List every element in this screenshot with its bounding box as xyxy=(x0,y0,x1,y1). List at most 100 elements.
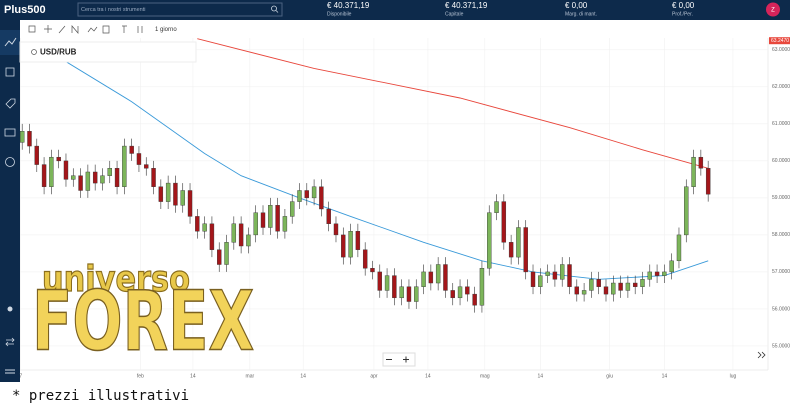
candle-body xyxy=(41,164,47,187)
candle-body xyxy=(304,190,309,199)
candle-body xyxy=(370,268,375,273)
candle-body xyxy=(224,242,229,265)
candle-body xyxy=(114,168,120,187)
stat-label: Capitale xyxy=(445,11,464,17)
tag-icon[interactable] xyxy=(5,98,16,109)
x-tick-label: giu xyxy=(606,373,613,379)
candle-body xyxy=(457,286,463,299)
search-icon xyxy=(275,10,279,13)
candle-body xyxy=(333,223,339,236)
x-tick-label: 14 xyxy=(300,373,306,379)
footnote: * prezzi illustrativi xyxy=(12,388,189,404)
candle-body xyxy=(92,171,98,184)
stat-value: € 40.371,19 xyxy=(327,1,370,10)
candle-body xyxy=(34,145,39,165)
candle-body xyxy=(589,279,594,291)
candle-body xyxy=(377,271,382,291)
instrument-name: USD/RUB xyxy=(40,48,77,57)
y-tick-label: 62.00000 xyxy=(772,84,790,90)
sidebar xyxy=(0,20,20,382)
candle-body xyxy=(567,264,572,287)
candle-body xyxy=(494,201,499,213)
y-tick-label: 60.00000 xyxy=(772,158,790,164)
candle-body xyxy=(698,156,704,169)
avatar-letter[interactable]: Z xyxy=(771,8,775,14)
stat-value: € 0,00 xyxy=(672,1,695,10)
y-tick-label: 63.00000 xyxy=(772,47,790,53)
candle-body xyxy=(654,271,660,276)
avatar[interactable] xyxy=(766,2,780,17)
candle-body xyxy=(574,286,580,295)
candle-body xyxy=(158,186,164,202)
portfolio-icon[interactable] xyxy=(4,128,16,137)
candle-body xyxy=(443,264,448,291)
candle-body xyxy=(209,223,215,250)
candle-body xyxy=(78,175,83,191)
y-tick-label: 56.00000 xyxy=(772,306,790,312)
candle-body xyxy=(275,205,280,232)
price-tag-label: 63.2470 xyxy=(771,38,789,44)
candle-body xyxy=(516,227,521,258)
settings-icon[interactable] xyxy=(7,306,13,312)
y-tick-label: 59.00000 xyxy=(772,195,790,201)
x-tick-label: lug xyxy=(730,373,737,379)
stat-value: € 40.371,19 xyxy=(445,1,488,10)
search-box[interactable] xyxy=(77,2,283,17)
candle-body xyxy=(19,131,25,143)
stat-label: Disponibile xyxy=(327,11,352,17)
candle-body xyxy=(268,205,273,228)
candle-body xyxy=(202,223,207,232)
candle-body xyxy=(472,293,477,306)
watermark: universo FOREX xyxy=(31,258,255,370)
candle-body xyxy=(640,279,645,287)
candle-body xyxy=(260,212,266,228)
candle-body xyxy=(705,168,711,195)
logo[interactable]: Plus500 xyxy=(4,4,46,16)
switch-icon[interactable] xyxy=(5,337,15,347)
candle-body xyxy=(435,264,441,284)
candle-body xyxy=(632,282,638,287)
search-placeholder[interactable]: Cerca tra i nostri strumenti xyxy=(81,7,146,13)
candle-body xyxy=(647,271,652,280)
candle-body xyxy=(136,153,142,165)
interval-selector[interactable]: 1 giorno xyxy=(155,27,177,33)
candle-body xyxy=(530,271,536,287)
candle-body xyxy=(676,234,682,262)
candle-body xyxy=(523,227,528,273)
y-tick-label: 57.00000 xyxy=(772,269,790,275)
candle-body xyxy=(508,242,514,258)
toolbar-icons[interactable] xyxy=(28,25,143,34)
watermark-bottom: FOREX xyxy=(32,274,254,369)
trades-icon[interactable] xyxy=(5,67,15,77)
candle-body xyxy=(479,268,485,306)
search-icon[interactable] xyxy=(271,5,277,12)
candle-body xyxy=(27,131,32,147)
candle-body xyxy=(63,160,69,180)
x-tick-label: feb xyxy=(137,373,144,379)
candle-body xyxy=(362,249,368,269)
candle-body xyxy=(129,145,134,154)
candle-body xyxy=(684,186,689,236)
zoom-in[interactable] xyxy=(403,356,409,363)
x-tick-label: 14 xyxy=(190,373,196,379)
candle-body xyxy=(450,290,455,299)
candle-body xyxy=(151,168,156,187)
x-tick-label: 14 xyxy=(425,373,431,379)
candle-body xyxy=(187,190,193,217)
candle-body xyxy=(581,290,587,295)
candle-body xyxy=(180,190,185,206)
candle-body xyxy=(596,279,601,287)
candle-body xyxy=(341,234,346,258)
candle-body xyxy=(56,156,61,162)
candle-body xyxy=(246,234,251,247)
chart-icon[interactable] xyxy=(4,37,17,47)
candle-body xyxy=(392,275,397,299)
candle-body xyxy=(217,249,222,265)
funds-icon[interactable] xyxy=(5,157,15,167)
info-icon[interactable] xyxy=(31,49,37,55)
candle-body xyxy=(289,201,295,217)
scroll-right[interactable] xyxy=(757,351,766,359)
candle-body xyxy=(253,212,258,236)
candle-body xyxy=(122,145,127,187)
